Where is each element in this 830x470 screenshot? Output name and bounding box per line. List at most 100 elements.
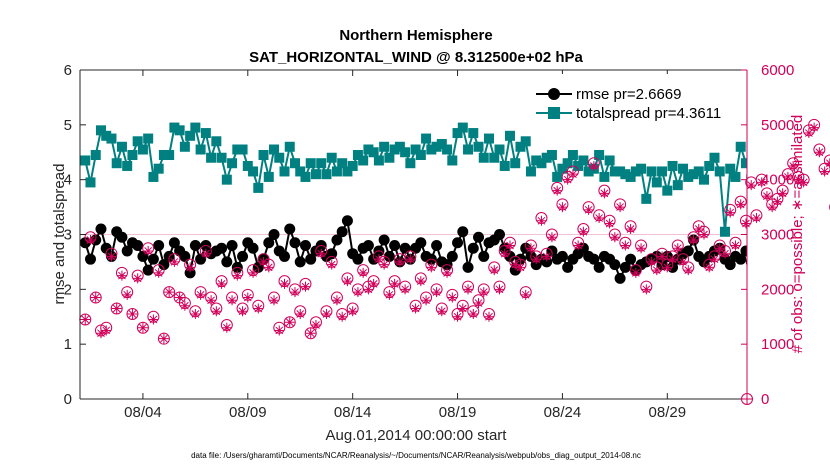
totalspread-point [132,136,143,147]
rmse-point [247,242,259,254]
totalspread-point [169,122,180,133]
x-tick-label: 08/19 [439,404,477,421]
totalspread-point [552,171,563,182]
rmse-point [294,256,306,268]
obs-assimilated-point [740,218,751,229]
obs-assimilated-point [111,303,122,314]
obs-assimilated-point [232,270,243,281]
obs-possible-point [304,327,317,340]
totalspread-point [751,161,761,171]
rmse-point [352,253,364,265]
x-axis-label: Aug.01,2014 00:00:00 start [326,427,508,444]
totalspread-point [473,141,484,152]
obs-assimilated-point [510,259,521,270]
totalspread-point [137,144,148,155]
totalspread-point [331,166,342,177]
rmse-point [268,229,280,240]
obs-assimilated-point [683,265,694,276]
obs-assimilated-point [468,309,479,320]
totalspread-point [772,158,782,168]
totalspread-point [148,171,159,182]
obs-assimilated-point [310,319,321,330]
totalspread-point [321,169,332,180]
totalspread-point [725,163,736,174]
x-tick-label: 08/24 [544,404,582,421]
totalspread-point [101,130,112,141]
rmse-point [493,229,505,240]
totalspread-point [484,133,495,144]
rmse-point [724,259,736,271]
obs-assimilated-point [667,254,678,265]
obs-assimilated-point [363,284,374,295]
totalspread-point [499,160,510,171]
totalspread-point [116,141,127,152]
totalspread-point [719,226,730,237]
obs-assimilated-point [132,273,143,284]
obs-assimilated-point [342,276,353,287]
obs-assimilated-point [714,243,725,254]
obs-assimilated-point [80,314,91,325]
totalspread-point [227,158,238,169]
obs-assimilated-point [253,303,264,314]
obs-assimilated-point [190,309,201,320]
obs-assimilated-point [803,128,814,139]
totalspread-point [389,144,400,155]
totalspread-point [604,155,615,166]
obs-assimilated-point [457,303,468,314]
obs-assimilated-point [751,213,762,224]
obs-assimilated-point [620,240,631,251]
obs-assimilated-point [793,174,804,185]
rmse-point [158,259,170,271]
obs-assimilated-point [693,224,704,235]
totalspread-point [358,155,369,166]
totalspread-point [352,149,363,160]
obs-assimilated-point [122,289,133,300]
obs-assimilated-point [594,213,605,224]
totalspread-point [442,144,453,155]
obs-assimilated-point [101,325,112,336]
obs-possible-point [163,286,176,299]
rmse-point [100,242,112,254]
obs-assimilated-point [809,122,820,133]
obs-assimilated-point [405,254,416,265]
obs-assimilated-point [494,284,505,295]
rmse-point [756,262,767,273]
obs-assimilated-point [116,270,127,281]
totalspread-point [778,145,788,155]
y-tick-label-left: 5 [64,117,72,134]
obs-assimilated-point [394,256,405,267]
totalspread-point [326,152,337,163]
rmse-point [221,256,233,268]
y-tick-label-left: 4 [64,172,72,189]
totalspread-point [400,147,411,158]
data-file-footer: data file: /Users/gharamti/Documents/NCA… [191,451,641,460]
y-axis-label-left: rmse and totalspread [51,164,68,305]
obs-assimilated-point [295,309,306,320]
totalspread-point [269,144,280,155]
totalspread-point [573,160,584,171]
totalspread-point [609,166,620,177]
rmse-point [814,254,825,265]
totalspread-point [735,141,746,152]
totalspread-point [510,158,521,169]
rmse-point [399,242,411,254]
totalspread-point [347,160,358,171]
obs-assimilated-point [195,289,206,300]
obs-assimilated-point [221,322,232,333]
obs-assimilated-point [316,248,327,259]
rmse-point [588,253,600,265]
obs-assimilated-point [709,254,720,265]
totalspread-point [316,158,327,169]
y-tick-label-right: 6000 [761,62,794,79]
rmse-point [189,239,201,251]
obs-assimilated-point [788,160,799,171]
totalspread-point [111,158,122,169]
totalspread-point [641,193,652,204]
obs-assimilated-point [436,306,447,317]
obs-assimilated-point [379,259,390,270]
rmse-point [116,231,128,243]
rmse-point [556,250,568,262]
totalspread-point [478,152,489,163]
rmse-point [478,250,490,262]
totalspread-point [185,130,196,141]
